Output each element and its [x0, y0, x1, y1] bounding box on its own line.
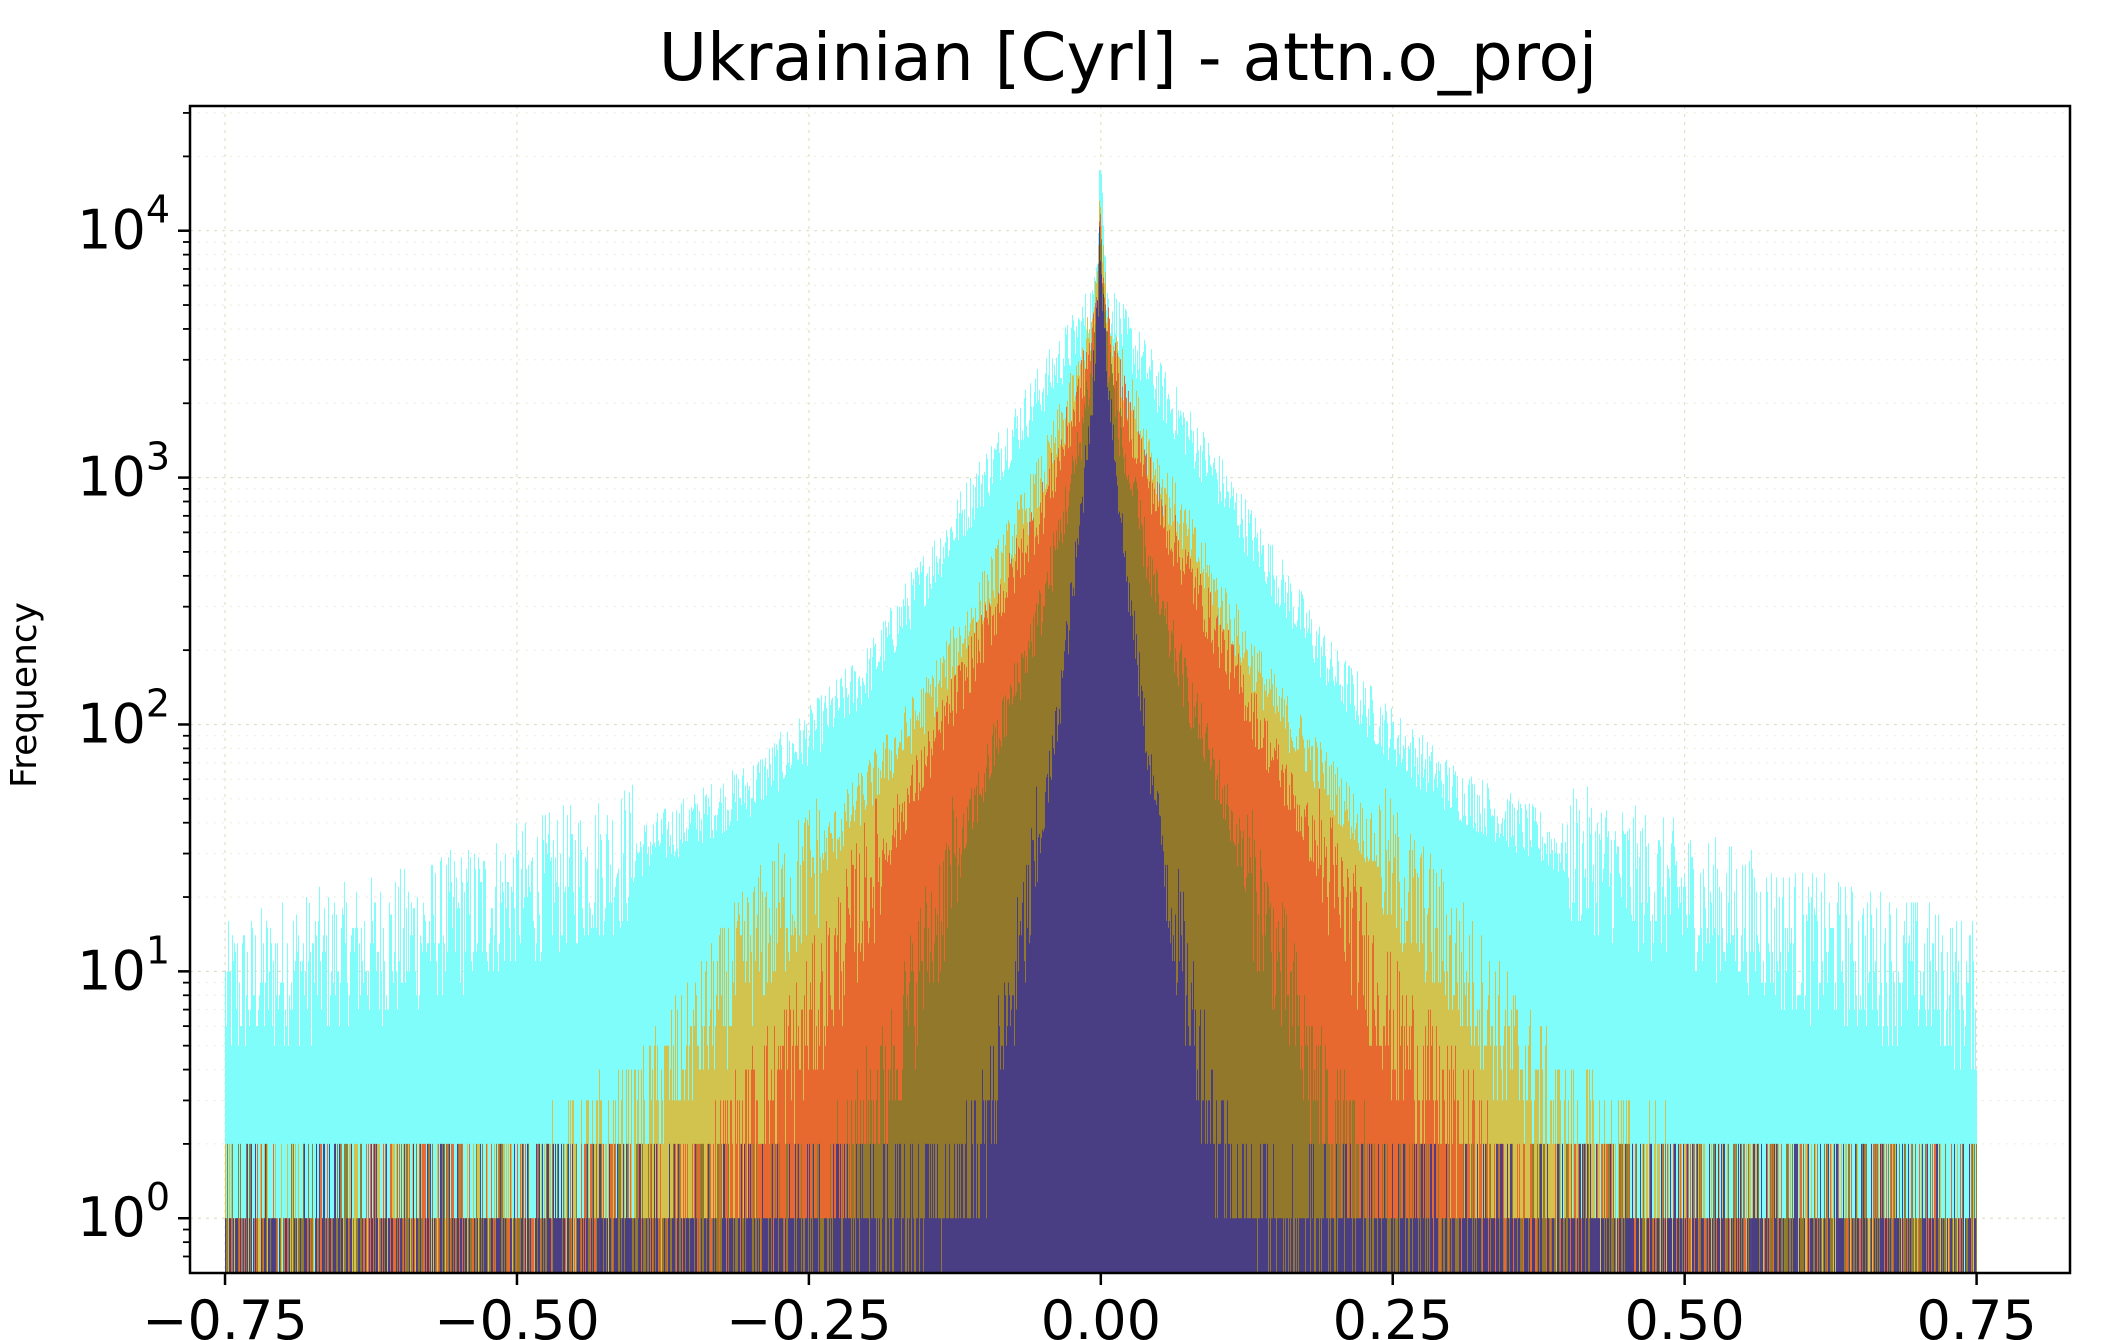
- y-tick-label: 104: [77, 188, 170, 262]
- plot-frame: [188, 104, 2072, 1275]
- y-tick-label: 103: [77, 435, 170, 509]
- x-axis: −0.75 −0.50 −0.25 0.00 0.25 0.50 0.75: [142, 1273, 2037, 1340]
- chart-title: Ukrainian [Cyrl] - attn.o_proj: [659, 19, 1597, 96]
- x-tick-label: −0.25: [726, 1289, 891, 1340]
- y-tick-label: 101: [77, 928, 170, 1002]
- y-tick-label: 102: [77, 681, 170, 755]
- x-tick-label: −0.50: [434, 1289, 599, 1340]
- x-tick-label: 0.00: [1041, 1289, 1161, 1340]
- y-axis-label: Frequency: [4, 602, 45, 788]
- y-axis: 100 101 102 103 104: [77, 112, 190, 1258]
- histogram-bars: [225, 170, 1977, 1273]
- y-tick-label: 100: [77, 1175, 170, 1249]
- x-tick-label: 0.50: [1625, 1289, 1745, 1340]
- x-tick-label: 0.75: [1916, 1289, 2036, 1340]
- x-tick-label: 0.25: [1333, 1289, 1453, 1340]
- x-tick-label: −0.75: [142, 1289, 307, 1340]
- histogram-series-5: [225, 226, 1976, 1273]
